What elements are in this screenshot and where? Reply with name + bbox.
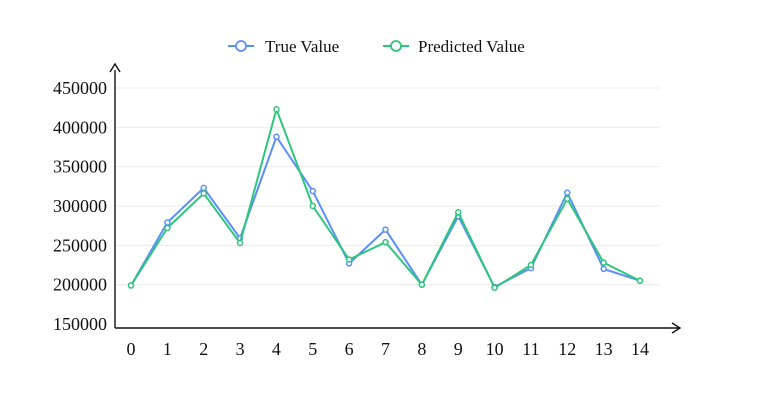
series-line — [130, 135, 641, 289]
legend-item[interactable]: True Value — [228, 37, 339, 56]
y-axis-arrow-icon — [109, 62, 121, 73]
x-tick-label: 0 — [127, 339, 136, 359]
data-point — [273, 105, 280, 113]
series-layer — [127, 105, 644, 292]
data-point — [564, 195, 571, 203]
y-tick-label: 350000 — [53, 157, 107, 177]
x-tick-label: 7 — [381, 339, 390, 359]
y-axis-ticks: 150000 200000 250000 300000 350000 400000 4500… — [53, 78, 107, 334]
data-point — [382, 226, 389, 233]
data-point — [600, 259, 607, 266]
legend-item[interactable]: Predicted Value — [383, 37, 525, 56]
x-tick-label: 4 — [272, 339, 281, 359]
data-point — [382, 238, 389, 246]
x-tick-label: 2 — [199, 339, 208, 359]
data-point — [491, 284, 498, 292]
data-point — [236, 239, 244, 247]
data-point — [164, 224, 171, 232]
y-tick-label: 200000 — [53, 275, 107, 295]
axes — [109, 62, 682, 334]
y-tick-label: 400000 — [53, 117, 107, 137]
data-point — [309, 187, 317, 195]
series-predicted-value — [127, 105, 644, 292]
x-axis-arrow-icon — [671, 322, 682, 334]
x-tick-label: 5 — [308, 339, 317, 359]
data-point — [564, 189, 571, 196]
x-tick-label: 10 — [486, 339, 504, 359]
y-tick-label: 300000 — [53, 196, 107, 216]
data-point — [200, 184, 207, 192]
x-tick-label: 3 — [236, 339, 245, 359]
data-point — [454, 209, 462, 216]
x-tick-label: 12 — [558, 339, 576, 359]
data-point — [527, 261, 535, 269]
y-tick-label: 450000 — [53, 78, 107, 98]
y-tick-label: 150000 — [53, 314, 107, 334]
data-point — [600, 265, 607, 273]
legend-marker-icon — [235, 40, 247, 52]
x-tick-label: 6 — [345, 339, 354, 359]
x-tick-label: 13 — [595, 339, 613, 359]
grid-lines — [115, 87, 660, 286]
legend: True Value Predicted Value — [228, 37, 525, 56]
data-point — [164, 219, 171, 226]
x-tick-label: 9 — [454, 339, 463, 359]
legend-label: True Value — [265, 37, 339, 56]
data-point — [418, 281, 426, 288]
data-point — [200, 190, 207, 197]
x-tick-label: 1 — [163, 339, 172, 359]
data-point — [636, 277, 644, 284]
legend-marker-icon — [390, 40, 402, 52]
x-tick-label: 8 — [417, 339, 426, 359]
x-axis-ticks: 0 1 2 3 4 5 6 7 8 9 10 11 12 13 14 — [127, 339, 650, 359]
data-point — [127, 282, 135, 289]
x-tick-label: 11 — [522, 339, 539, 359]
series-true-value — [127, 133, 644, 291]
x-tick-label: 14 — [631, 339, 649, 359]
y-tick-label: 250000 — [53, 235, 107, 255]
data-point — [309, 202, 317, 210]
data-point — [345, 256, 353, 263]
data-point — [273, 133, 280, 141]
legend-label: Predicted Value — [418, 37, 525, 56]
